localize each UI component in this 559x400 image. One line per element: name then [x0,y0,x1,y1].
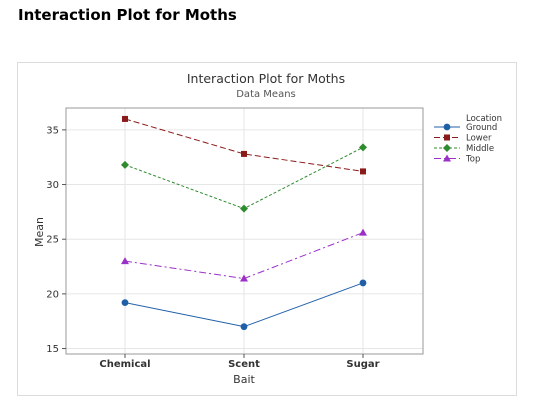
chart-frame [17,62,517,396]
legend-label-top: Top [465,155,480,165]
page-heading: Interaction Plot for Moths [18,6,237,24]
chart-title: Interaction Plot for Moths [187,71,345,86]
x-axis-label: Bait [233,373,255,386]
y-tick-label: 15 [46,344,59,355]
data-point-top [240,274,248,282]
legend-marker-lower [444,134,450,141]
x-tick-label: Chemical [99,359,150,370]
y-tick-label: 35 [46,125,59,136]
series-line-lower [124,118,364,172]
data-point-top [121,257,129,265]
data-point-ground [121,299,129,307]
y-tick-label: 30 [46,180,59,191]
y-axis-label: Mean [33,217,46,247]
x-tick-label: Sugar [346,359,379,370]
data-point-middle [121,160,129,169]
data-point-lower [241,150,247,157]
chart-subtitle: Data Means [236,89,296,100]
legend-label-lower: Lower [466,134,492,144]
data-point-middle [240,204,248,213]
legend-marker-ground [443,123,451,131]
legend-title: Location [466,114,502,124]
x-tick-label: Scent [228,359,260,370]
y-tick-label: 20 [46,289,59,300]
legend-marker-top [443,154,451,162]
legend-label-ground: Ground [466,123,497,133]
legend-marker-middle [443,144,451,152]
data-point-middle [359,143,367,152]
data-point-ground [240,323,248,331]
data-point-top [359,228,367,236]
data-point-ground [359,279,367,287]
y-tick-label: 25 [46,235,59,246]
legend-label-middle: Middle [466,144,494,154]
data-point-lower [360,168,366,175]
data-point-lower [122,115,128,122]
